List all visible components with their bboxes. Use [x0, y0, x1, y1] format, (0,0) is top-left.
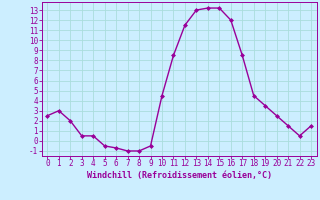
X-axis label: Windchill (Refroidissement éolien,°C): Windchill (Refroidissement éolien,°C)	[87, 171, 272, 180]
